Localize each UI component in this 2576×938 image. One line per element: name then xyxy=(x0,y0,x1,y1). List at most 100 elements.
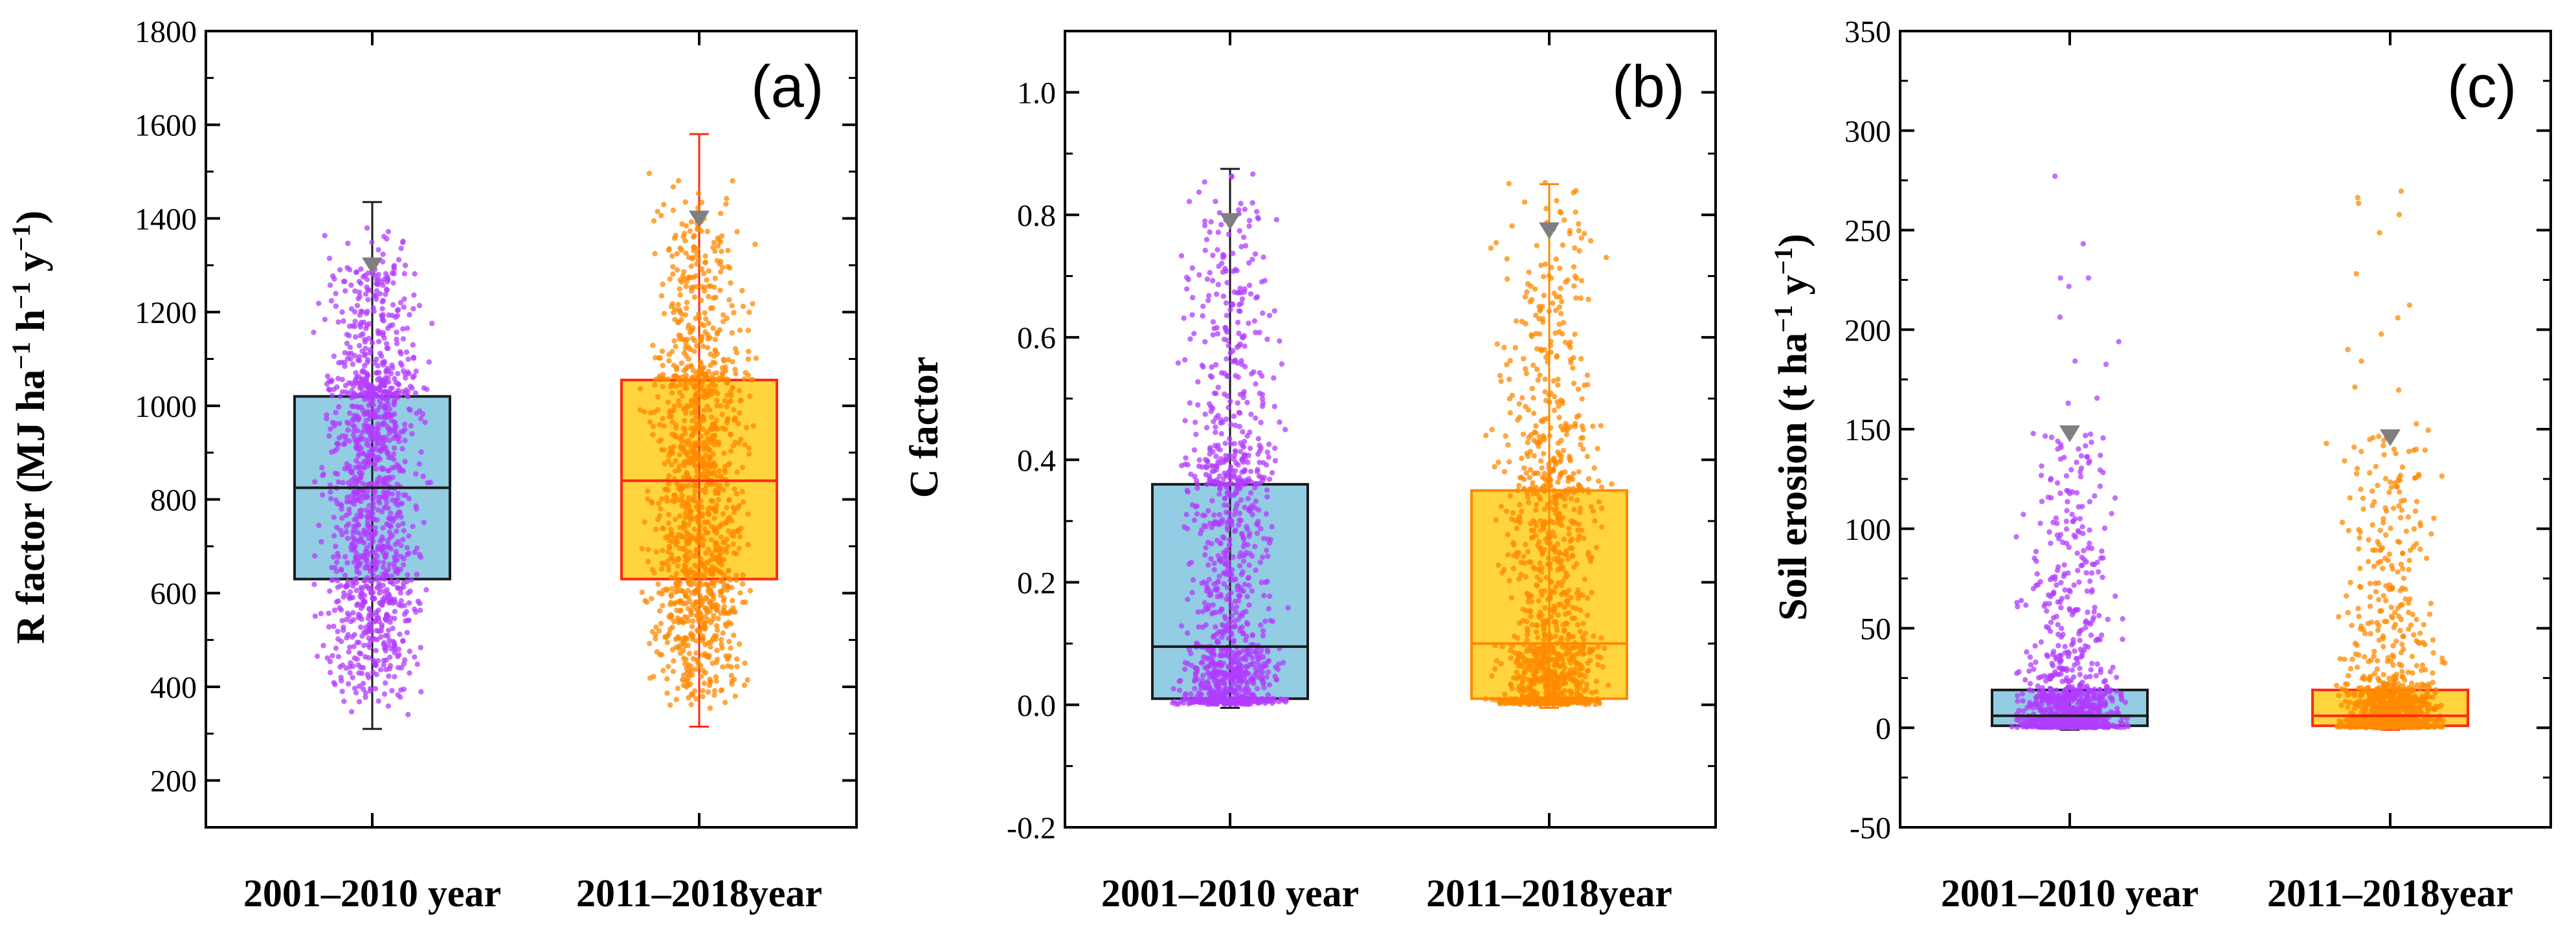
scatter-point xyxy=(683,635,689,641)
scatter-point xyxy=(677,452,682,458)
plot-frame xyxy=(1064,30,1717,829)
scatter-point xyxy=(685,618,691,624)
scatter-point xyxy=(392,642,398,649)
scatter-point xyxy=(712,388,718,394)
scatter-point xyxy=(1257,370,1262,376)
scatter-point xyxy=(719,641,724,647)
scatter-point xyxy=(1565,427,1571,432)
scatter-point xyxy=(412,390,419,396)
scatter-point xyxy=(700,542,706,548)
scatter-point xyxy=(704,461,710,467)
scatter-point xyxy=(338,502,344,508)
scatter-point xyxy=(402,458,408,465)
scatter-point xyxy=(678,279,685,285)
scatter-point xyxy=(718,636,724,643)
scatter-point xyxy=(1227,619,1233,625)
scatter-point xyxy=(375,543,381,550)
scatter-points xyxy=(1483,180,1615,708)
scatter-point xyxy=(673,366,680,373)
scatter-point xyxy=(740,304,746,309)
scatter-point xyxy=(702,452,709,458)
scatter-point xyxy=(682,553,688,559)
scatter-point xyxy=(1243,609,1249,614)
scatter-point xyxy=(388,546,394,552)
scatter-point xyxy=(666,376,671,382)
scatter-point xyxy=(386,515,392,521)
scatter-point xyxy=(1542,261,1549,267)
scatter-point xyxy=(385,229,392,234)
scatter-point xyxy=(669,431,675,437)
scatter-point xyxy=(1229,682,1235,689)
scatter-point xyxy=(398,687,404,693)
scatter-point xyxy=(666,511,671,518)
scatter-point xyxy=(686,495,692,501)
scatter-point xyxy=(385,506,391,511)
scatter-point xyxy=(1280,660,1286,665)
scatter-point xyxy=(1547,566,1553,572)
scatter-point xyxy=(690,618,696,624)
scatter-point xyxy=(717,588,723,594)
scatter-point xyxy=(1572,245,1578,251)
scatter-point xyxy=(680,682,687,688)
scatter-point xyxy=(666,567,671,573)
scatter-point xyxy=(1188,691,1194,697)
scatter-point xyxy=(1199,699,1205,705)
scatter-point xyxy=(709,579,715,585)
scatter-point xyxy=(1573,691,1580,697)
scatter-point xyxy=(400,520,406,527)
scatter-point xyxy=(1214,537,1220,544)
scatter-point xyxy=(721,598,726,604)
scatter-point xyxy=(1541,506,1547,512)
scatter-point xyxy=(1527,487,1533,493)
scatter-point xyxy=(1563,432,1570,438)
scatter-point xyxy=(418,689,424,695)
scatter-point xyxy=(717,545,723,551)
scatter-point xyxy=(712,603,718,609)
scatter-point xyxy=(673,434,679,440)
scatter-point xyxy=(359,376,365,382)
scatter-point xyxy=(326,624,332,630)
scatter-point xyxy=(1252,544,1258,550)
scatter-point xyxy=(1273,664,1279,670)
scatter-point xyxy=(398,542,404,548)
scatter-point xyxy=(369,240,375,245)
scatter-point xyxy=(373,662,379,669)
scatter-point xyxy=(1221,570,1227,576)
scatter-point xyxy=(745,328,752,333)
scatter-point xyxy=(355,615,361,621)
scatter-point xyxy=(673,570,680,577)
scatter-point xyxy=(1525,407,1532,413)
scatter-point xyxy=(339,531,345,537)
scatter-point xyxy=(731,529,737,535)
scatter-point xyxy=(697,522,703,529)
scatter-point xyxy=(682,238,688,244)
scatter-point xyxy=(682,312,689,318)
scatter-point xyxy=(1183,455,1189,461)
scatter-point xyxy=(734,656,740,662)
scatter-point xyxy=(331,423,337,429)
scatter-point xyxy=(1215,639,1222,645)
scatter-point xyxy=(1526,499,1532,506)
scatter-point xyxy=(1213,291,1220,297)
scatter-point xyxy=(352,309,358,315)
scatter-point xyxy=(363,346,368,352)
scatter-point xyxy=(677,292,684,298)
scatter-point xyxy=(1248,291,1254,297)
scatter-point xyxy=(1224,280,1230,285)
scatter-point xyxy=(667,612,674,618)
scatter-point xyxy=(344,560,350,566)
scatter-point xyxy=(386,430,392,436)
scatter-point xyxy=(1547,425,1554,431)
scatter-point xyxy=(339,359,344,365)
scatter-point xyxy=(1589,590,1595,596)
scatter-point xyxy=(337,528,344,533)
scatter-point xyxy=(1195,609,1201,615)
scatter-point xyxy=(418,416,424,421)
scatter-point xyxy=(707,705,713,711)
scatter-point xyxy=(385,468,392,474)
scatter-point xyxy=(682,643,688,649)
scatter-point xyxy=(346,506,352,513)
scatter-point xyxy=(395,371,401,377)
scatter-point xyxy=(1235,500,1240,506)
